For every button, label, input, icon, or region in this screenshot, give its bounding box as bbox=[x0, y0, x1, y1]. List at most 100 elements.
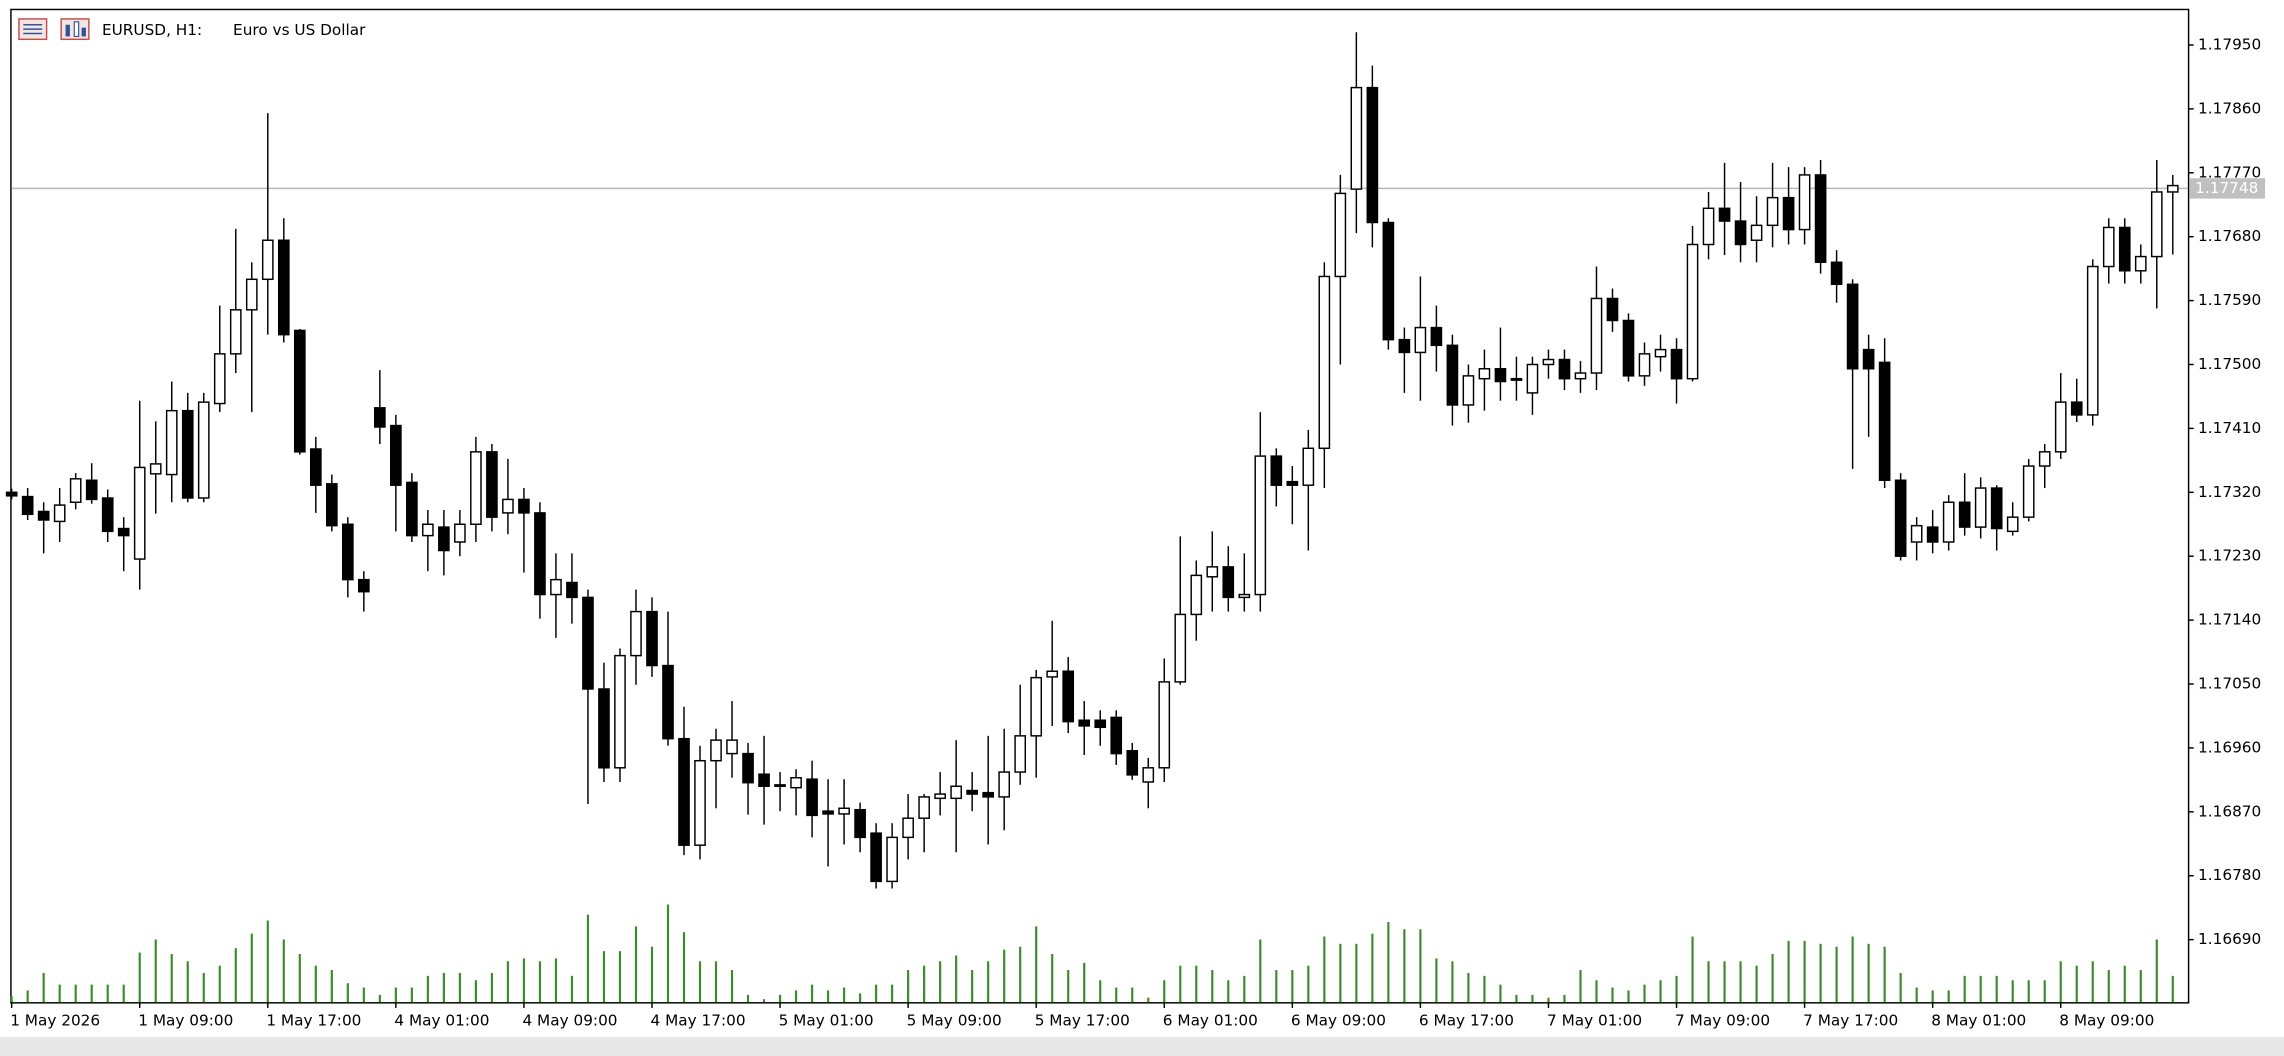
volume-bar bbox=[1755, 965, 1758, 1003]
x-tick-label: 4 May 09:00 bbox=[522, 1012, 617, 1030]
candle-body bbox=[534, 512, 546, 596]
volume-bar bbox=[538, 961, 542, 1003]
candle-body bbox=[197, 401, 210, 499]
price-label-box bbox=[2189, 178, 2266, 199]
volume-bar bbox=[955, 955, 958, 1003]
volume-bar bbox=[458, 972, 461, 1003]
volume-bar bbox=[1387, 921, 1390, 1003]
candle-body bbox=[1350, 86, 1363, 190]
y-tick-label: 1.17140 bbox=[2198, 611, 2261, 629]
volume-bar bbox=[618, 951, 622, 1003]
volume-bar bbox=[1147, 997, 1150, 1003]
candle-body bbox=[566, 581, 578, 599]
candle-body bbox=[1958, 501, 1971, 528]
volume-bar bbox=[1707, 961, 1710, 1003]
candle-body bbox=[1158, 681, 1171, 769]
candle-body bbox=[1590, 297, 1603, 374]
volume-bar bbox=[1931, 990, 1934, 1003]
candle-body bbox=[2150, 191, 2163, 258]
y-tick-label: 1.17770 bbox=[2198, 163, 2261, 181]
x-tick-label: 4 May 17:00 bbox=[651, 1012, 746, 1030]
volume-bar bbox=[1643, 984, 1646, 1003]
volume-bar bbox=[330, 970, 333, 1003]
volume-bar bbox=[1259, 939, 1262, 1003]
candle-body bbox=[742, 752, 754, 784]
volume-bar bbox=[971, 970, 974, 1003]
volume-bar bbox=[859, 993, 862, 1003]
candle-body bbox=[2022, 465, 2035, 518]
candle-body bbox=[37, 510, 50, 521]
candle-body bbox=[438, 526, 450, 552]
candle-body bbox=[1830, 261, 1843, 285]
volume-bar bbox=[1595, 980, 1598, 1003]
volume-bar bbox=[1963, 975, 1966, 1003]
volume-bar bbox=[234, 948, 237, 1003]
candle-body bbox=[1686, 243, 1699, 380]
candle-body bbox=[1734, 220, 1747, 246]
volume-bar bbox=[106, 984, 109, 1003]
icon-bar bbox=[65, 24, 70, 37]
candle-body bbox=[181, 409, 194, 499]
candle-body bbox=[2054, 401, 2067, 453]
volume-bar bbox=[1723, 961, 1726, 1003]
candle-body bbox=[966, 789, 978, 795]
candle-body bbox=[886, 836, 898, 883]
volume-bar bbox=[1515, 994, 1518, 1003]
volume-bar bbox=[1035, 926, 1038, 1003]
price-label: 1.17748 bbox=[2195, 179, 2258, 197]
candle-body bbox=[69, 478, 82, 503]
candle-body bbox=[5, 491, 18, 497]
volume-bar bbox=[1067, 970, 1070, 1003]
y-tick-label: 1.16780 bbox=[2198, 866, 2261, 884]
chart-title: EURUSD, H1: bbox=[102, 21, 202, 39]
volume-bar bbox=[939, 961, 942, 1003]
chart-icons bbox=[18, 18, 90, 41]
candle-body bbox=[1782, 196, 1795, 231]
volume-bar bbox=[1195, 965, 1198, 1003]
candle-body bbox=[502, 498, 514, 514]
volume-bar bbox=[1691, 936, 1694, 1003]
candle-body bbox=[1894, 479, 1907, 557]
volume-bar bbox=[1291, 970, 1294, 1003]
volume-bar bbox=[2107, 970, 2110, 1003]
candle-body bbox=[358, 578, 370, 593]
candle-body bbox=[2006, 516, 2019, 533]
candle-body bbox=[694, 759, 706, 846]
candle-body bbox=[390, 424, 402, 486]
y-tick-label: 1.17230 bbox=[2198, 547, 2261, 565]
candle-body bbox=[1398, 338, 1411, 354]
candle-body bbox=[1606, 297, 1619, 322]
candle-body bbox=[1174, 613, 1187, 683]
volume-bar bbox=[1371, 933, 1374, 1003]
volume-bar bbox=[987, 961, 990, 1003]
volume-bar bbox=[490, 972, 493, 1003]
candle-body bbox=[1846, 283, 1859, 370]
volume-bar bbox=[154, 939, 157, 1003]
candle-body bbox=[85, 479, 98, 501]
y-tick-label: 1.16690 bbox=[2198, 930, 2261, 948]
plot-border bbox=[10, 8, 2190, 1004]
volume-bar bbox=[1899, 972, 1902, 1003]
volume-bar bbox=[1531, 994, 1534, 1003]
candle-body bbox=[486, 451, 498, 518]
candle-body bbox=[582, 596, 594, 690]
volume-bar bbox=[778, 994, 782, 1003]
candle-body bbox=[1430, 326, 1443, 347]
volume-bar bbox=[1099, 980, 1102, 1003]
volume-bar bbox=[1627, 990, 1630, 1003]
status-strip bbox=[0, 1037, 2284, 1056]
volume-bar bbox=[1307, 965, 1310, 1003]
candle-body bbox=[1718, 207, 1731, 222]
volume-bar bbox=[1275, 970, 1278, 1003]
volume-bar bbox=[170, 954, 173, 1003]
candle-body bbox=[918, 796, 930, 819]
volume-bar bbox=[1547, 997, 1550, 1003]
volume-bar bbox=[2027, 980, 2030, 1003]
candle-body bbox=[1766, 196, 1779, 227]
candle-body bbox=[101, 497, 114, 533]
volume-bar bbox=[1787, 940, 1790, 1003]
volume-bar bbox=[1579, 970, 1582, 1003]
x-tick-label: 1 May 2026 bbox=[10, 1012, 100, 1030]
x-tick-label: 5 May 17:00 bbox=[1035, 1012, 1130, 1030]
